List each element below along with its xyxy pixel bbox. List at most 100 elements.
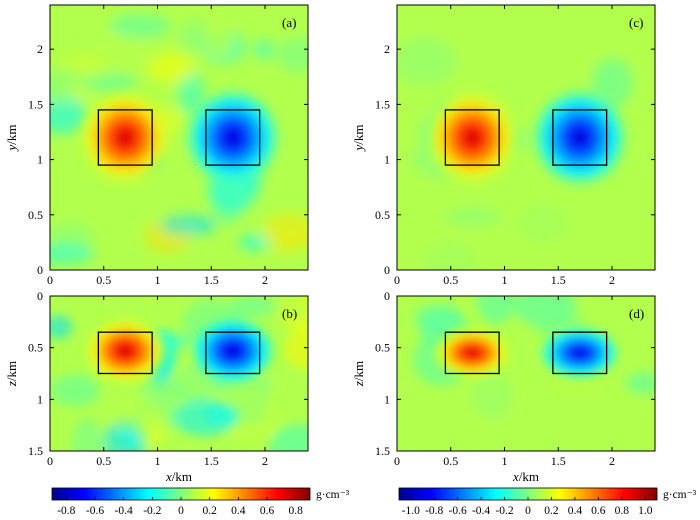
x-tick-label: 2 <box>609 273 615 287</box>
negative-anomaly-contour <box>572 130 587 145</box>
plot-frame <box>396 4 656 271</box>
x-tick-label: 2 <box>609 454 615 468</box>
y-axis-label: y/km <box>4 124 19 152</box>
y-tick-label: 0.5 <box>375 341 390 355</box>
colorbar-tick-label: -0.2 <box>143 505 161 517</box>
heatmap-noise <box>148 52 195 83</box>
x-tick-label: 1.5 <box>204 454 219 468</box>
heatmap-noise <box>50 374 100 407</box>
positive-body-outline <box>444 331 500 375</box>
y-tick-label: 1.5 <box>375 444 390 458</box>
colorbar-tick-label: -0.4 <box>472 505 490 517</box>
plot-frame <box>49 4 309 271</box>
x-tick-label: 1 <box>155 273 161 287</box>
panel-c: (c) 0 0.5 1 1.5 2 0 0.5 1 1.5 2 y/km <box>351 4 656 287</box>
x-tick-label: 1 <box>502 454 508 468</box>
negative-body-outline <box>205 331 261 375</box>
colorbar-tick-label: 0.6 <box>260 505 275 517</box>
y-tick-label: 1.5 <box>28 97 43 111</box>
heatmap-noise <box>50 69 85 89</box>
colorbar-tick-label: -0.2 <box>495 505 513 517</box>
colorbar-tick-label: -0.8 <box>57 505 75 517</box>
positive-anomaly-contour <box>118 130 133 145</box>
y-tick-label: 0.5 <box>375 208 390 222</box>
positive-body-outline <box>97 109 153 166</box>
positive-body-outline <box>444 109 500 166</box>
panel-label: (c) <box>629 15 643 30</box>
plot-frame <box>396 295 656 452</box>
x-tick-label: 0.5 <box>96 454 111 468</box>
panel-label: (a) <box>282 15 296 30</box>
panel-b: (b) 0 0.5 1 1.5 2 0 0.5 1 1.5 z/km x/km <box>4 289 309 484</box>
x-tick-label: 0 <box>394 273 400 287</box>
heatmap-noise <box>211 406 238 423</box>
x-tick-label: 1.5 <box>551 273 566 287</box>
heatmap-noise <box>269 424 308 451</box>
colorbar-tick-label: -0.6 <box>86 505 104 517</box>
heatmap-noise <box>253 40 276 60</box>
y-axis-label: y/km <box>351 124 366 152</box>
heatmap-noise <box>229 296 275 318</box>
colorbar-tick-label: 0 <box>525 505 531 517</box>
x-tick-label: 0 <box>47 273 53 287</box>
y-tick-label: 0 <box>384 263 390 277</box>
colorbar-unit: g·cm⁻³ <box>663 489 697 501</box>
heatmap-noise <box>517 202 569 244</box>
y-tick-label: 1.5 <box>28 444 43 458</box>
heatmap-noise <box>444 207 502 226</box>
heatmap-noise <box>109 13 171 39</box>
y-tick-label: 1 <box>37 392 43 406</box>
colorbar-tick-label: 0.8 <box>288 505 303 517</box>
heatmap-noise <box>107 392 164 432</box>
heatmap-noise <box>90 34 155 67</box>
colorbar-left: -0.8 -0.6 -0.4 -0.2 0 0.2 0.4 0.6 0.8 g·cm⁻³ <box>51 487 350 517</box>
positive-body-outline <box>97 331 153 375</box>
heatmap-noise <box>50 315 73 340</box>
y-tick-label: 2 <box>37 42 43 56</box>
colorbar-tick-label: 0 <box>178 505 184 517</box>
x-tick-label: 1.5 <box>204 273 219 287</box>
heatmap-noise <box>472 372 513 420</box>
heatmap-noise <box>71 417 104 451</box>
heatmap-noise <box>160 214 218 236</box>
x-axis-label: x/km <box>512 469 539 484</box>
colorbar-tick-label: 0.6 <box>591 505 606 517</box>
y-tick-label: 1 <box>37 153 43 167</box>
heatmap-noise <box>423 241 476 270</box>
x-tick-label: 0 <box>47 454 53 468</box>
x-tick-label: 1 <box>502 273 508 287</box>
heatmap-noise <box>625 372 655 394</box>
heatmap-noise <box>82 72 137 94</box>
colorbar-tick-label: -1.0 <box>402 505 420 517</box>
heatmap-noise <box>277 37 308 74</box>
y-tick-label: 0.5 <box>28 208 43 222</box>
y-tick-label: 1 <box>384 392 390 406</box>
colorbar-right: -1.0 -0.8 -0.6 -0.4 -0.2 0 0.2 0.4 0.6 0.8 1.0 g·cm… <box>398 487 697 517</box>
x-tick-label: 0.5 <box>443 273 458 287</box>
colorbar-tick-label: 0.4 <box>231 505 246 517</box>
x-tick-label: 1.5 <box>551 454 566 468</box>
colorbar-tick-label: 0.2 <box>202 505 217 517</box>
positive-anomaly-contour <box>466 348 479 357</box>
heatmap-noise <box>477 296 515 324</box>
panel-label: (d) <box>629 306 644 321</box>
y-tick-label: 1 <box>384 153 390 167</box>
y-tick-label: 0 <box>37 289 43 303</box>
panel-label: (b) <box>282 306 297 321</box>
colorbar-unit: g·cm⁻³ <box>316 489 350 501</box>
panel-d: (d) 0 0.5 1 1.5 2 0 0.5 1 1.5 z/km x/km <box>351 289 656 484</box>
colorbar-tick-label: -0.6 <box>449 505 467 517</box>
heatmap-noise <box>50 94 88 134</box>
panel-a: (a) 0 0.5 1 1.5 2 0 0.5 1 1.5 2 y/km <box>4 4 309 287</box>
x-tick-label: 0.5 <box>443 454 458 468</box>
negative-body-outline <box>205 109 261 166</box>
heatmap-noise <box>203 24 234 58</box>
y-tick-label: 2 <box>384 42 390 56</box>
negative-anomaly-contour <box>225 130 240 145</box>
x-tick-label: 1 <box>155 454 161 468</box>
heatmap-noise <box>50 243 95 265</box>
colorbar-tick-label: 0.2 <box>544 505 559 517</box>
heatmap-noise <box>284 330 308 369</box>
y-tick-label: 0 <box>37 263 43 277</box>
